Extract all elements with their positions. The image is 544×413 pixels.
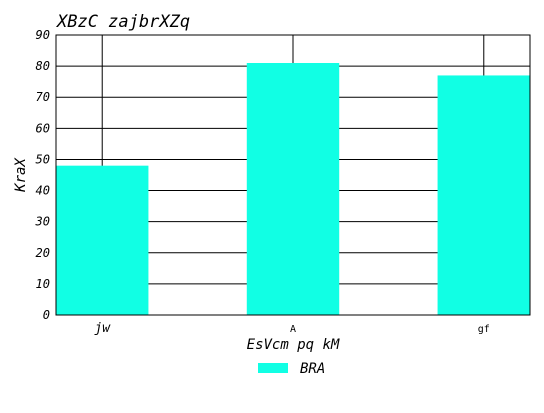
y-tick-label: 0 [43, 308, 50, 322]
y-tick-label: 30 [35, 215, 50, 229]
y-tick-label: 60 [36, 121, 50, 135]
y-tick-label: 40 [36, 184, 50, 198]
legend-label-bra: BRA [300, 361, 325, 377]
y-tick-label: 10 [36, 277, 50, 291]
bar-A [246, 63, 340, 315]
x-tick-label: gf [478, 324, 490, 335]
y-tick-label: 80 [36, 59, 50, 73]
x-tick-label: jw [94, 321, 111, 336]
plot-frame [55, 34, 531, 316]
y-axis-ticks: 0 10 20 30 40 50 60 70 80 90 [35, 28, 50, 322]
bars [56, 63, 530, 315]
y-tick-label: 50 [36, 152, 50, 166]
bar-jw [56, 165, 149, 315]
legend: BRA [258, 361, 325, 377]
x-axis-label: EsVcm pq kM [247, 337, 340, 353]
y-tick-label: 70 [36, 90, 50, 104]
y-tick-label: 90 [36, 28, 50, 42]
chart-title: XBzC zajbrXZq [55, 12, 190, 32]
bar-gf [437, 75, 530, 315]
legend-swatch-bra [258, 363, 288, 373]
y-axis-label: KraX [13, 157, 29, 193]
x-tick-label: A [290, 324, 296, 335]
y-tick-label: 20 [36, 246, 50, 260]
